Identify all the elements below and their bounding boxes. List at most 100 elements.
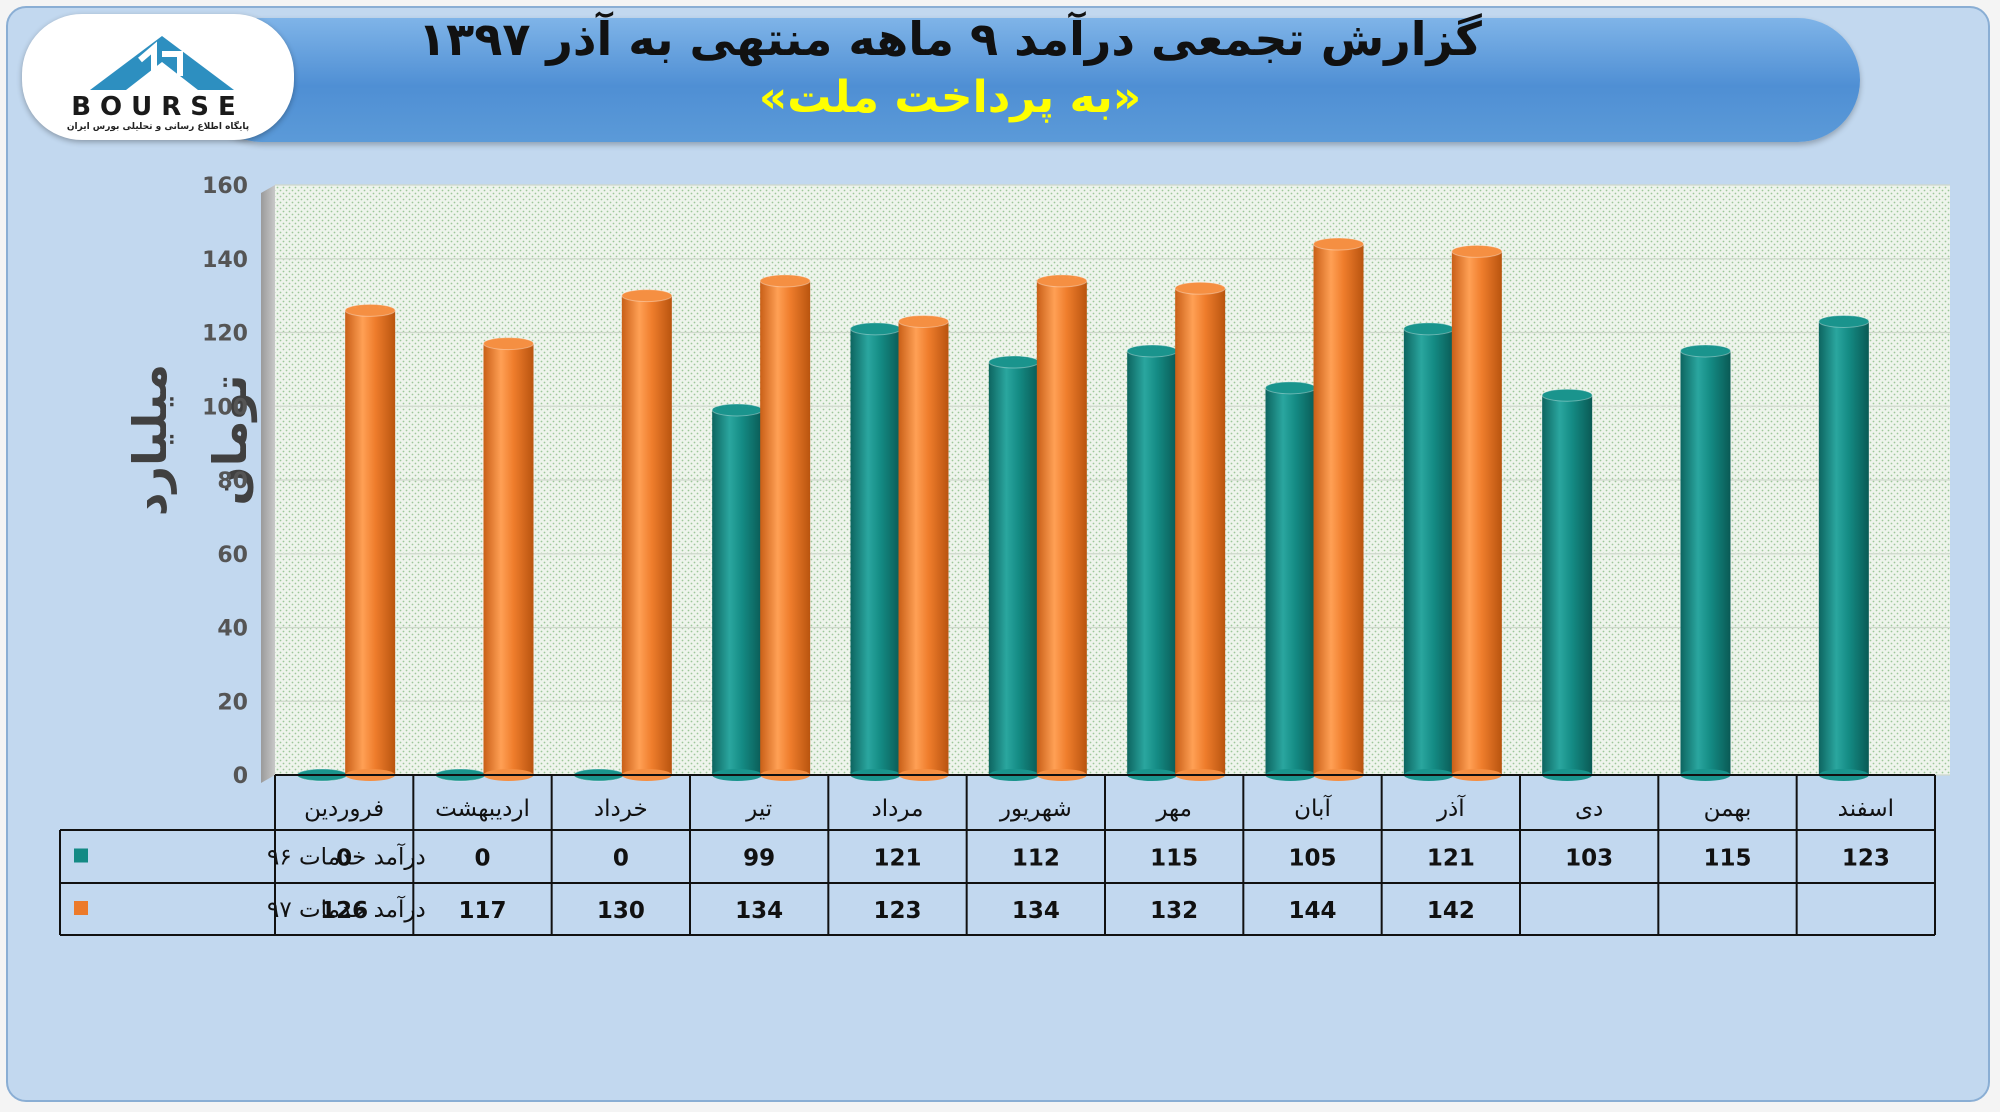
y-tick-label: 80 (217, 469, 248, 494)
bar-97 (759, 274, 811, 781)
bar-96-cap (1265, 381, 1316, 395)
bar-96-body (1818, 321, 1869, 775)
bar-97-body (1313, 244, 1364, 775)
bar-96-body (1403, 328, 1454, 775)
x-tick-label: اسفند (1838, 796, 1894, 822)
bar-97-body (621, 295, 672, 775)
logo-wordmark: BOURSE (71, 92, 245, 122)
y-tick-label: 60 (217, 543, 248, 568)
bar-96-body (1542, 395, 1593, 775)
y-tick-label: 160 (202, 174, 248, 199)
bar-96-cap (988, 355, 1040, 369)
bar-97-cap (1313, 237, 1364, 251)
x-tick-label: شهریور (999, 796, 1072, 822)
x-tick-label: آذر (1436, 794, 1466, 822)
bar-96 (988, 355, 1040, 781)
table-value: 0 (474, 846, 490, 872)
bar-96 (850, 322, 901, 781)
chart-title: گزارش تجمعی درآمد ۹ ماهه منتهی به آذر ۱۳… (418, 12, 1482, 66)
table-value: 115 (1703, 846, 1751, 872)
bar-97-body (1175, 288, 1226, 775)
x-tick-label: فروردین (304, 796, 384, 822)
bar-96-body (1127, 350, 1178, 775)
table-value: 0 (336, 846, 352, 872)
bar-97-cap (759, 274, 811, 288)
bar-97-cap (1036, 274, 1088, 288)
table-value: 134 (735, 898, 783, 924)
bar-96-cap (711, 403, 763, 417)
bar-97-cap (344, 303, 396, 317)
bar-97 (1451, 244, 1503, 781)
table-value: 144 (1288, 898, 1336, 924)
x-tick-label: مرداد (872, 796, 924, 822)
legend-label: درآمد خدمات ۹۷ (267, 895, 426, 923)
bar-96 (1680, 344, 1731, 781)
table-value: 130 (597, 898, 645, 924)
table-value: 103 (1565, 846, 1613, 872)
y-tick-label: 140 (202, 248, 248, 273)
x-tick-label: بهمن (1704, 796, 1752, 822)
bar-97-body (1036, 280, 1087, 775)
table-value: 142 (1427, 898, 1475, 924)
bourse-logo: BOURSE پایگاه اطلاع رسانی و تحلیلی بورس … (22, 14, 294, 140)
bar-97 (898, 314, 949, 781)
bar-96-cap (850, 322, 901, 336)
table-value: 112 (1012, 846, 1060, 872)
table-value: 121 (1427, 846, 1475, 872)
table-value: 115 (1150, 846, 1198, 872)
bar-97-cap (621, 289, 673, 303)
table-value: 123 (873, 898, 921, 924)
bar-96 (711, 403, 763, 781)
bar-96-cap (1680, 344, 1731, 358)
chart-subtitle: «به پرداخت ملت» (758, 72, 1142, 123)
table-value: 126 (320, 898, 368, 924)
bar-97-body (760, 280, 811, 775)
bar-97-cap (1174, 281, 1226, 295)
table-value: 0 (613, 846, 629, 872)
bar-97-cap (1451, 244, 1503, 258)
y-tick-label: 40 (217, 617, 248, 642)
bar-96-body (1265, 387, 1316, 775)
bar-96-body (712, 409, 763, 775)
bar-96 (1126, 344, 1178, 781)
bar-96 (1403, 322, 1455, 781)
table-value: 121 (873, 846, 921, 872)
table-value: 105 (1288, 846, 1336, 872)
y-tick-label: 100 (202, 395, 248, 420)
y-tick-label: 120 (202, 322, 248, 347)
title-banner (200, 18, 1860, 142)
bar-96-cap (1403, 322, 1455, 336)
bar-97 (483, 337, 534, 781)
table-value: 99 (743, 846, 775, 872)
bar-97-body (1451, 251, 1502, 775)
table-value: 123 (1842, 846, 1890, 872)
table-value: 132 (1150, 898, 1198, 924)
legend-label: درآمد خدمات ۹۶ (267, 843, 426, 871)
bar-96-cap (1126, 344, 1178, 358)
bar-97 (344, 303, 396, 781)
bar-96-body (1680, 350, 1731, 775)
bar-97 (621, 289, 673, 781)
x-tick-label: اردیبهشت (435, 796, 530, 822)
x-tick-label: مهر (1155, 796, 1192, 822)
bar-97-body (898, 321, 949, 775)
plot-side-wall (261, 185, 275, 783)
bar-97-body (345, 310, 396, 775)
table-value: 117 (458, 898, 506, 924)
y-tick-label: 20 (217, 690, 248, 715)
table-value: 134 (1012, 898, 1060, 924)
x-tick-label: تیر (745, 796, 772, 822)
bar-96 (1818, 314, 1870, 781)
x-tick-label: خرداد (594, 796, 648, 822)
legend-swatch (74, 901, 88, 915)
bar-97-cap (483, 337, 534, 351)
bar-96 (1541, 388, 1593, 781)
legend-swatch (74, 848, 88, 863)
bar-96-cap (1541, 388, 1593, 402)
bar-97 (1313, 237, 1364, 781)
bar-96 (1265, 381, 1316, 781)
x-tick-label: دی (1575, 796, 1603, 822)
bar-97 (1036, 274, 1088, 781)
bar-97-cap (898, 314, 949, 328)
